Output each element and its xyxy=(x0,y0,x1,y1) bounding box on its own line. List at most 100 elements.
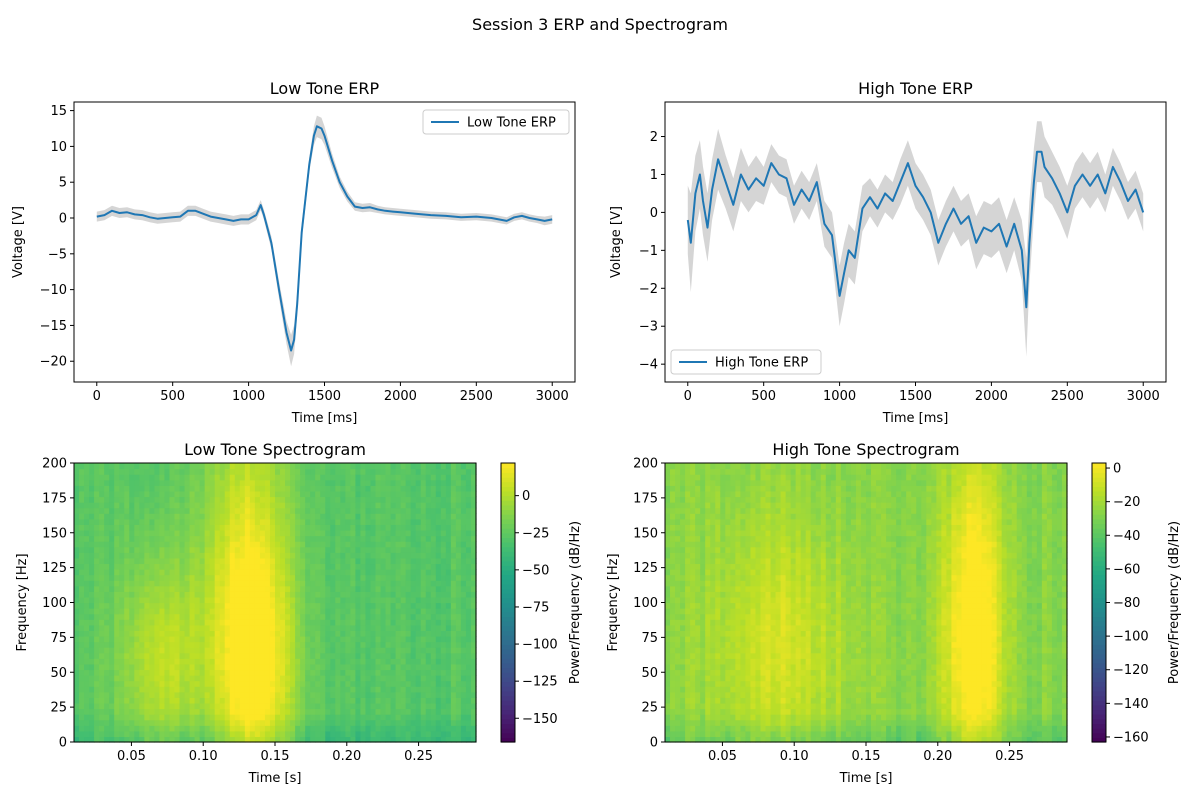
heatmap-cell xyxy=(345,513,351,520)
heatmap-cell xyxy=(340,496,346,503)
heatmap-cell xyxy=(134,608,140,615)
heatmap-cell xyxy=(335,730,341,738)
heatmap-cell xyxy=(154,719,161,726)
heatmap-cell xyxy=(84,596,90,604)
heatmap-cell xyxy=(285,468,291,475)
heatmap-cell xyxy=(89,669,95,676)
heatmap-cell xyxy=(234,569,241,576)
heatmap-cell xyxy=(330,563,336,570)
heatmap-cell xyxy=(435,591,442,598)
heatmap-cell xyxy=(730,602,736,609)
heatmap-cell xyxy=(380,563,387,570)
heatmap-cell xyxy=(74,725,80,732)
heatmap-cell xyxy=(164,507,171,514)
heatmap-cell xyxy=(415,485,422,492)
heatmap-cell xyxy=(280,686,286,693)
heatmap-cell xyxy=(315,686,321,693)
heatmap-cell xyxy=(710,658,716,665)
heatmap-cell xyxy=(305,557,311,565)
heatmap-cell xyxy=(390,647,397,654)
heatmap-cell xyxy=(665,490,671,498)
heatmap-cell xyxy=(144,546,150,553)
heatmap-cell xyxy=(350,574,357,581)
heatmap-cell xyxy=(174,730,181,738)
heatmap-cell xyxy=(169,652,176,659)
heatmap-cell xyxy=(435,647,442,654)
heatmap-cell xyxy=(680,474,686,481)
heatmap-cell xyxy=(134,585,140,592)
heatmap-cell xyxy=(370,585,377,592)
heatmap-cell xyxy=(440,686,447,693)
heatmap-cell xyxy=(340,546,346,553)
heatmap-cell xyxy=(690,529,696,537)
heatmap-cell xyxy=(320,474,326,481)
heatmap-cell xyxy=(675,719,681,726)
heatmap-cell xyxy=(169,479,176,486)
heatmap-cell xyxy=(440,675,447,682)
heatmap-cell xyxy=(350,557,357,565)
heatmap-cell xyxy=(430,619,437,626)
heatmap-cell xyxy=(705,479,711,486)
heatmap-cell xyxy=(305,663,311,671)
heatmap-cell xyxy=(415,697,422,704)
heatmap-cell xyxy=(720,730,726,738)
heatmap-cell xyxy=(300,691,306,698)
heatmap-cell xyxy=(74,535,80,542)
heatmap-cell xyxy=(370,730,377,738)
data-point xyxy=(308,163,310,165)
heatmap-cell xyxy=(425,529,432,537)
heatmap-cell xyxy=(89,468,95,475)
heatmap-cell xyxy=(79,557,85,565)
heatmap-cell xyxy=(320,697,326,704)
heatmap-cell xyxy=(149,608,156,615)
heatmap-cell xyxy=(330,574,336,581)
heatmap-cell xyxy=(665,663,671,671)
heatmap-cell xyxy=(184,708,191,715)
heatmap-cell xyxy=(705,719,711,726)
heatmap-cell xyxy=(275,663,281,671)
heatmap-cell xyxy=(380,652,387,659)
heatmap-cell xyxy=(214,613,221,620)
heatmap-cell xyxy=(710,702,716,710)
heatmap-cell xyxy=(370,736,377,743)
heatmap-cell xyxy=(410,479,417,486)
heatmap-cell xyxy=(74,591,80,598)
heatmap-cell xyxy=(144,708,150,715)
heatmap-cell xyxy=(179,552,186,559)
heatmap-cell xyxy=(445,529,452,537)
heatmap-cell xyxy=(395,635,402,643)
heatmap-cell xyxy=(224,518,231,525)
heatmap-cell xyxy=(89,524,95,531)
heatmap-cell xyxy=(450,485,457,492)
heatmap-cell xyxy=(169,541,176,548)
heatmap-cell xyxy=(199,479,206,486)
heatmap-cell xyxy=(335,591,341,598)
heatmap-cell xyxy=(139,608,145,615)
colorbar-tick-label: −150 xyxy=(522,712,558,727)
heatmap-cell xyxy=(695,714,701,721)
heatmap-cell xyxy=(690,463,696,470)
heatmap-cell xyxy=(370,569,377,576)
heatmap-cell xyxy=(275,552,281,559)
heatmap-cell xyxy=(390,591,397,598)
heatmap-cell xyxy=(114,513,120,520)
heatmap-cell xyxy=(695,490,701,498)
heatmap-cell xyxy=(385,535,392,542)
heatmap-cell xyxy=(149,719,156,726)
heatmap-cell xyxy=(725,680,731,687)
heatmap-cell xyxy=(280,479,286,486)
heatmap-cell xyxy=(375,574,382,581)
heatmap-cell xyxy=(325,507,331,514)
heatmap-cell xyxy=(89,529,95,537)
heatmap-cell xyxy=(134,518,140,525)
heatmap-cell xyxy=(720,468,726,475)
heatmap-cell xyxy=(425,535,432,542)
heatmap-cell xyxy=(330,502,336,509)
heatmap-cell xyxy=(350,541,357,548)
heatmap-cell xyxy=(194,529,201,537)
heatmap-cell xyxy=(450,725,457,732)
heatmap-cell xyxy=(199,691,206,698)
heatmap-cell xyxy=(320,702,326,710)
heatmap-cell xyxy=(79,596,85,604)
heatmap-cell xyxy=(159,563,166,570)
